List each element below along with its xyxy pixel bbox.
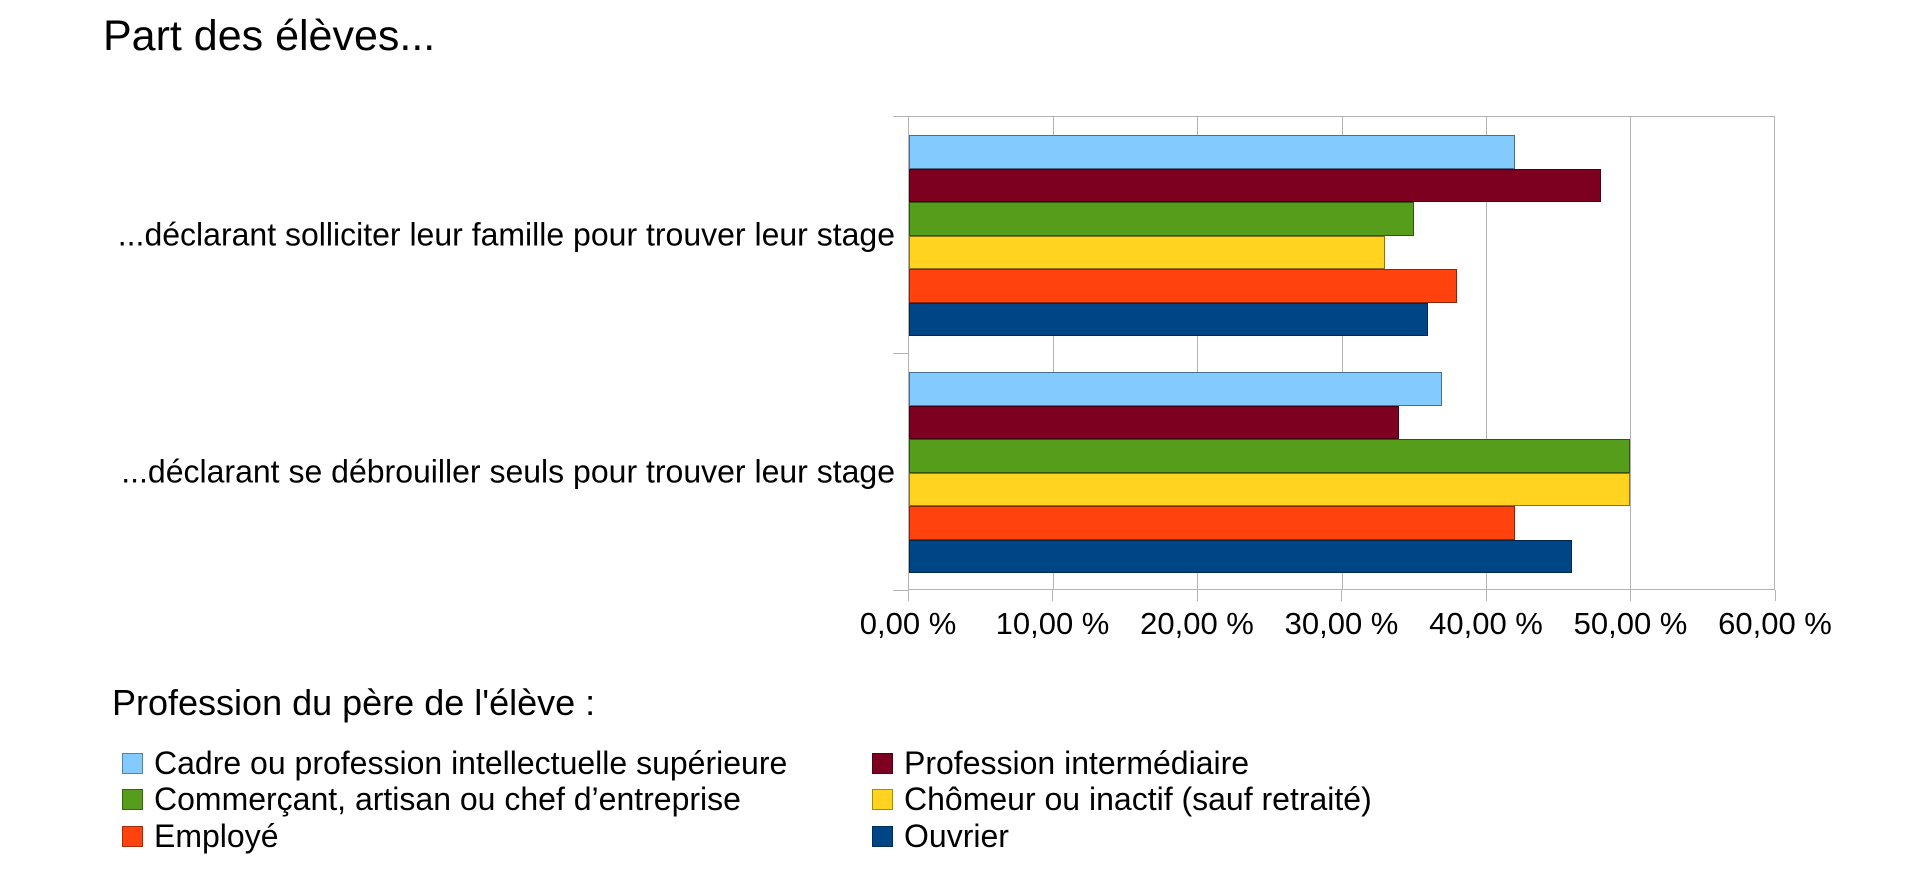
gridline: [1485, 117, 1487, 589]
legend-color-chip: [872, 825, 893, 847]
x-axis-tick: [1052, 590, 1053, 601]
category-axis-tick: [893, 352, 908, 354]
legend-item: Cadre ou profession intellectuelle supér…: [122, 745, 872, 782]
category-axis-tick: [893, 589, 908, 591]
x-axis-tick-label: 20,00 %: [1140, 606, 1254, 641]
legend-color-chip: [872, 789, 893, 811]
bar-famille-s3: [909, 235, 1385, 269]
legend-item: Ouvrier: [872, 818, 1372, 855]
legend-item: Chômeur ou inactif (sauf retraité): [872, 781, 1372, 818]
legend-title: Profession du père de l'élève :: [112, 682, 596, 723]
legend-item: Profession intermédiaire: [872, 745, 1372, 782]
bar-seuls-s0: [909, 372, 1443, 406]
bar-seuls-s3: [909, 472, 1630, 506]
legend-item-label: Commerçant, artisan ou chef d’entreprise: [154, 781, 741, 818]
category-label: ...déclarant se débrouiller seuls pour t…: [121, 453, 895, 489]
bar-seuls-s5: [909, 539, 1573, 573]
legend-item: Commerçant, artisan ou chef d’entreprise: [122, 781, 872, 818]
legend-color-chip: [122, 789, 143, 811]
legend-item: Employé: [122, 818, 872, 855]
bar-seuls-s2: [909, 439, 1630, 473]
x-axis-tick-label: 30,00 %: [1284, 606, 1399, 641]
x-axis-tick-label: 50,00 %: [1573, 606, 1688, 641]
legend-color-chip: [872, 752, 893, 774]
bar-famille-s0: [909, 135, 1515, 169]
legend: Cadre ou profession intellectuelle supér…: [122, 745, 1372, 855]
x-axis-tick: [1196, 590, 1198, 601]
category-axis-tick: [893, 115, 908, 117]
x-axis-tick: [1774, 590, 1776, 601]
gridline: [1629, 117, 1631, 589]
plot-area: [908, 116, 1775, 590]
bar-seuls-s4: [909, 506, 1515, 540]
legend-item-label: Ouvrier: [904, 817, 1009, 854]
x-axis-tick: [1630, 590, 1631, 601]
x-axis-tick: [1341, 590, 1342, 601]
bar-famille-s4: [909, 269, 1457, 303]
x-axis-tick-label: 10,00 %: [995, 606, 1110, 641]
legend-item-label: Employé: [154, 817, 279, 854]
legend-item-label: Cadre ou profession intellectuelle supér…: [154, 744, 788, 781]
x-axis-tick-label: 40,00 %: [1429, 606, 1543, 641]
x-axis-tick: [1485, 590, 1487, 601]
x-axis-tick-label: 60,00 %: [1718, 606, 1832, 641]
category-label: ...déclarant solliciter leur famille pou…: [117, 216, 895, 252]
bar-seuls-s1: [909, 405, 1400, 439]
bar-famille-s5: [909, 302, 1428, 336]
legend-color-chip: [122, 825, 143, 847]
bar-famille-s2: [909, 202, 1414, 236]
x-axis-tick: [907, 590, 909, 601]
chart-title: Part des élèves...: [103, 12, 436, 60]
legend-item-label: Chômeur ou inactif (sauf retraité): [904, 781, 1372, 818]
gridline: [1341, 117, 1343, 589]
legend-item-label: Profession intermédiaire: [904, 744, 1250, 781]
gridline: [1197, 117, 1199, 589]
bar-famille-s1: [909, 168, 1601, 202]
legend-color-chip: [122, 752, 143, 774]
gridline: [1053, 117, 1055, 589]
x-axis-tick-label: 0,00 %: [859, 606, 957, 641]
